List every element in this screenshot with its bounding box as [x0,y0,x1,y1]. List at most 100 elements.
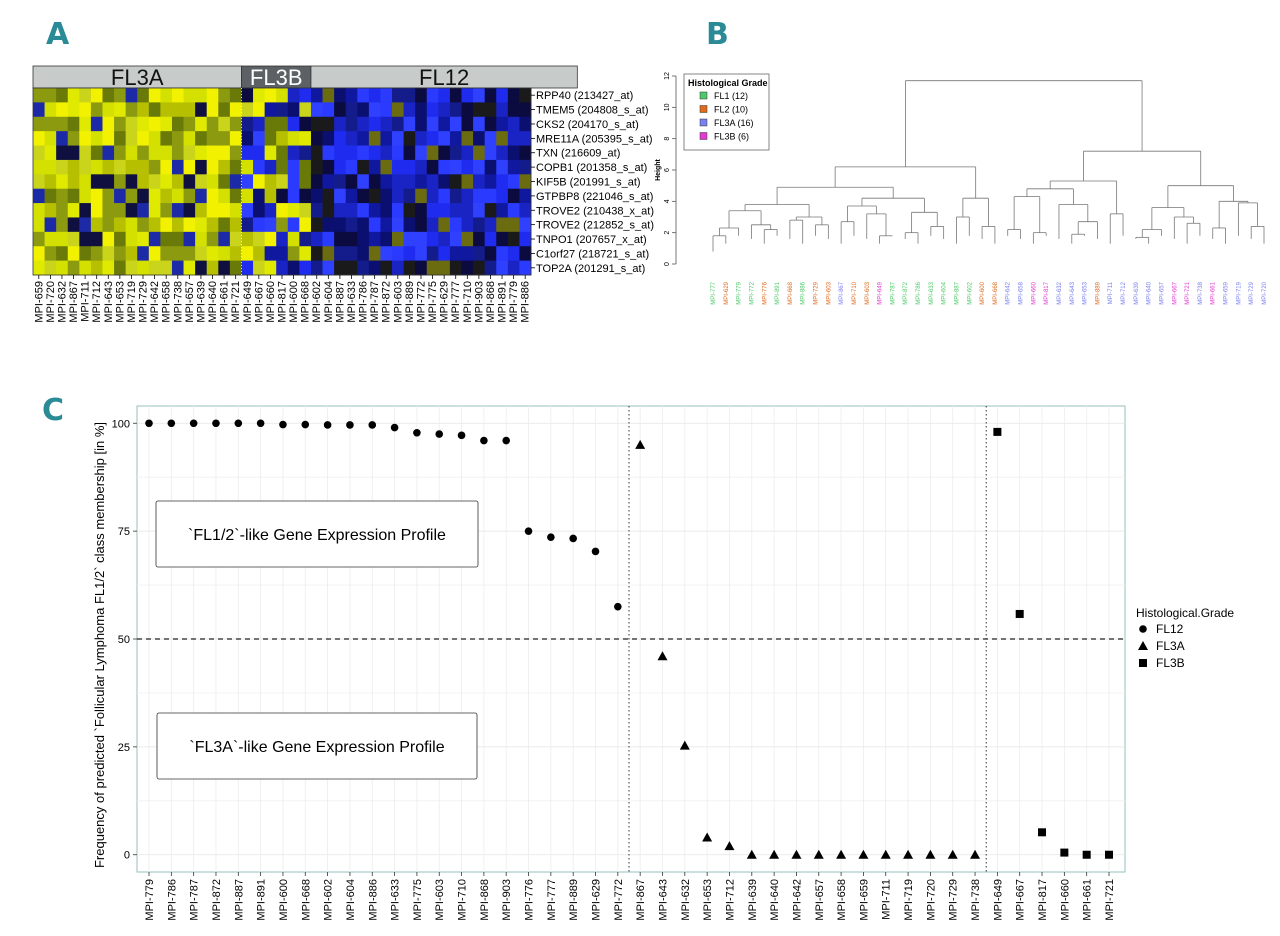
dendrogram-legend-label: FL1 (12) [714,91,748,101]
heatmap-cell [310,203,323,218]
heatmap-cell [33,131,45,146]
heatmap-cell [368,102,381,118]
heatmap-cell [264,145,277,161]
heatmap-cell [67,131,80,146]
heatmap-cell [183,217,196,233]
heatmap-cell [79,174,92,190]
heatmap-cell [392,131,405,146]
heatmap-cell [415,260,428,276]
heatmap-cell [310,246,323,262]
heatmap-cell [403,217,416,233]
y-tick-label: 25 [118,742,130,754]
dendrogram-leaf-labels: MPI-777 MPI-629 MPI-779 MPI-772 MPI-776 MPI-8… [711,281,1268,304]
heatmap-cell [322,260,335,276]
heatmap-cell [125,188,138,204]
heatmap-cell [137,246,150,262]
heatmap-cell [473,145,486,161]
heatmap-cell [79,116,92,132]
dendrogram-y-tick-label: 12 [664,72,671,80]
heatmap-cell [137,145,150,161]
heatmap-cell [33,217,45,233]
sample-label: MPI-660 [265,281,277,323]
heatmap-cell [125,145,138,161]
dendrogram-leaf-label: MPI-777 [711,281,717,304]
heatmap-cell [90,188,103,204]
heatmap-cell [473,203,486,218]
heatmap-cell [241,102,254,118]
heatmap-cell [137,260,150,276]
sample-label: MPI-710 [462,281,474,323]
plot-reference-lines [137,406,1125,872]
panel-letter-a: A [46,17,70,52]
heatmap-cell [253,88,266,103]
heatmap-cell [90,174,103,190]
heatmap-cell [264,188,277,204]
heatmap-cell [287,217,300,233]
heatmap-cell [33,174,45,190]
heatmap-cell [137,102,150,118]
heatmap-cell [90,231,103,247]
y-axis-label: Frequency of predicted `Follicular Lymph… [92,422,107,868]
heatmap-cell [276,131,289,146]
heatmap-cell [90,88,103,103]
heatmap-cell [79,231,92,247]
heatmap-cell [125,88,138,103]
heatmap-cell [380,88,393,103]
x-tick-label: MPI-720 [925,879,937,921]
heatmap-cell [473,88,486,103]
heatmap-cell [473,260,486,276]
heatmap-cell [310,188,323,204]
heatmap-cell [218,88,231,103]
heatmap-cell [334,145,347,161]
data-point-fl12 [591,547,600,556]
dendrogram-legend-label: FL3B (6) [714,132,749,142]
heatmap-cell [449,116,462,132]
heatmap-cell [241,217,254,233]
heatmap-cell [299,260,312,276]
heatmap-cell [67,159,80,175]
sample-label: MPI-659 [33,281,45,323]
heatmap-cell [79,131,92,146]
heatmap-cell [415,116,428,132]
heatmap-cell [334,203,347,218]
data-point-fl3a [769,849,780,859]
dendrogram-leaf-label: MPI-887 [954,281,960,304]
heatmap-cell [276,88,289,103]
heatmap-cell [438,102,451,118]
heatmap-cell [519,246,532,262]
heatmap-cell [461,102,474,118]
scatter-legend: Histological.Grade FL12 FL3A FL3B [1136,606,1234,670]
heatmap-cell [507,102,520,118]
heatmap-cell [519,131,532,146]
heatmap-cell [415,131,428,146]
legend-label: FL12 [1156,622,1184,636]
heatmap-cell [357,174,370,190]
data-point-fl3a [836,849,847,859]
heatmap-cell [392,246,405,262]
heatmap-cell [160,217,173,233]
dendrogram-legend-swatch [699,132,708,140]
panel-letter-c: C [42,393,64,428]
heatmap-cell [90,131,103,146]
sample-label: MPI-772 [415,281,427,323]
heatmap-cell [148,145,161,161]
heatmap-cell [114,188,127,204]
sample-label: MPI-604 [323,281,335,323]
heatmap-cell [171,260,184,276]
x-tick-label: MPI-868 [479,879,491,921]
heatmap-cell [345,246,358,262]
heatmap-cell [519,145,532,161]
heatmap-cell [79,246,92,262]
heatmap-cell [287,260,300,276]
data-point-fl12 [368,421,377,429]
heatmap-cell [519,260,532,276]
heatmap-cell [160,159,173,175]
x-tick-label: MPI-711 [881,879,893,920]
heatmap-cell [438,174,451,190]
heatmap-cell [44,159,57,175]
heatmap-panel: FL3A FL3B FL12 RPP40 (213427_at) TMEM5 (204… [32,65,654,323]
data-point-fl12 [457,431,466,440]
heatmap-cell [507,131,520,146]
heatmap-cell [380,231,393,247]
heatmap-cell [415,217,428,233]
